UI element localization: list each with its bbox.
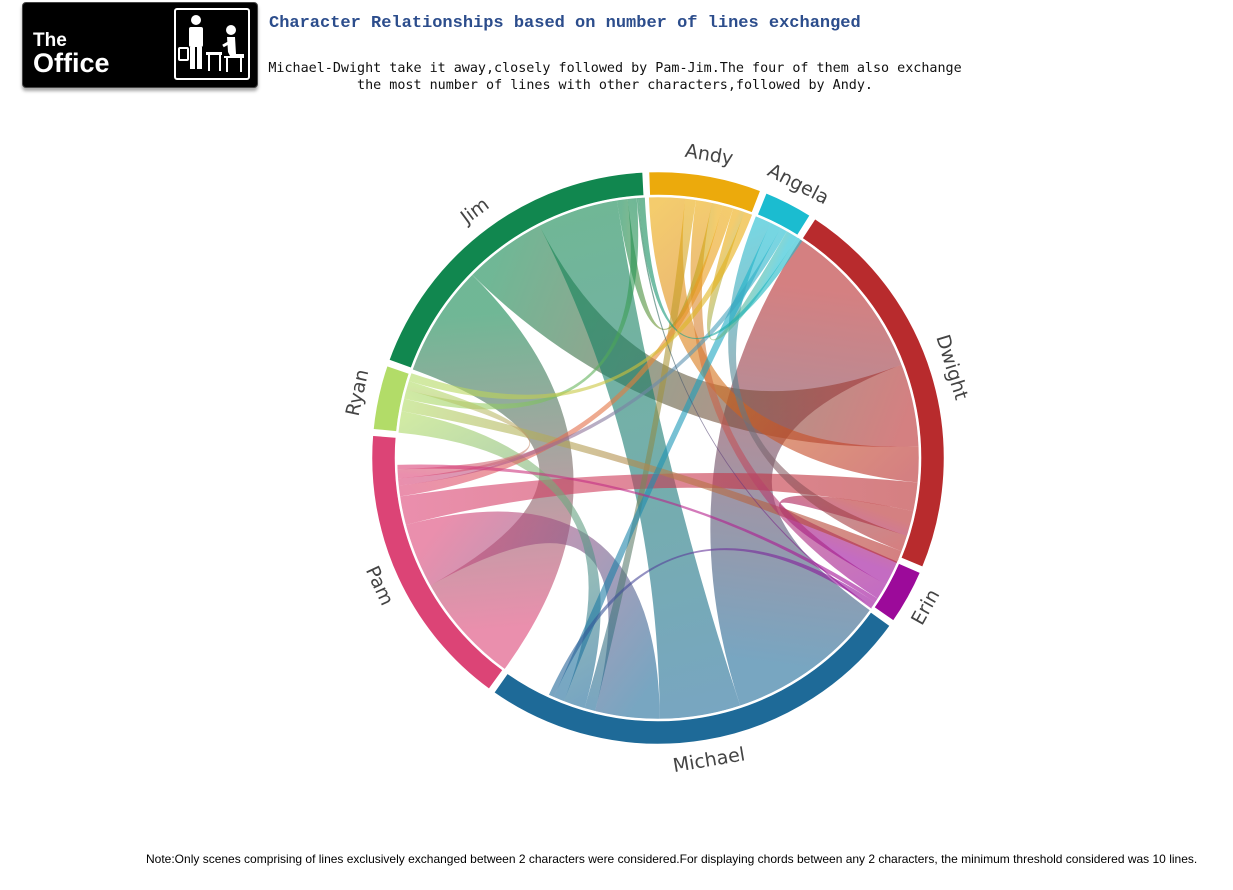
- chord-ryan-dwight: [400, 398, 903, 564]
- chord-angela-andy: [707, 207, 798, 341]
- label-ryan: Ryan: [342, 367, 374, 418]
- chord-dwight-pam: [398, 473, 919, 526]
- office-figures-icon: [174, 8, 250, 80]
- label-jim: Jim: [456, 193, 494, 229]
- chord-erin-pam: [396, 464, 879, 604]
- chord-andy-jim: [616, 197, 723, 330]
- inner-ring: [395, 195, 921, 721]
- chord-pam-jim: [411, 274, 574, 670]
- the-office-logo: The Office: [22, 2, 258, 88]
- chord-michael-dwight: [710, 238, 903, 707]
- chart-subtitle: Michael-Dwight take it away,closely foll…: [268, 61, 962, 93]
- chord-michael-jim: [538, 199, 741, 720]
- chord-angela-dwight: [728, 215, 909, 552]
- chord-andy-michael: [584, 197, 697, 713]
- chord-jim-dwight: [471, 224, 920, 447]
- label-michael: Michael: [671, 743, 746, 777]
- footer-note: Note:Only scenes comprising of lines exc…: [146, 852, 1198, 866]
- chord-pam-ryan: [396, 380, 531, 479]
- chart-title: Character Relationships based on number …: [269, 14, 861, 33]
- chord-michael-ryan: [397, 410, 601, 710]
- label-andy: Andy: [683, 140, 734, 170]
- logo-line-the: The: [33, 30, 67, 51]
- chord-andy-erin: [690, 198, 888, 600]
- chord-andy-dwight: [648, 196, 920, 483]
- logo-line-office: Office: [33, 48, 110, 78]
- chord-angela-michael: [553, 221, 782, 703]
